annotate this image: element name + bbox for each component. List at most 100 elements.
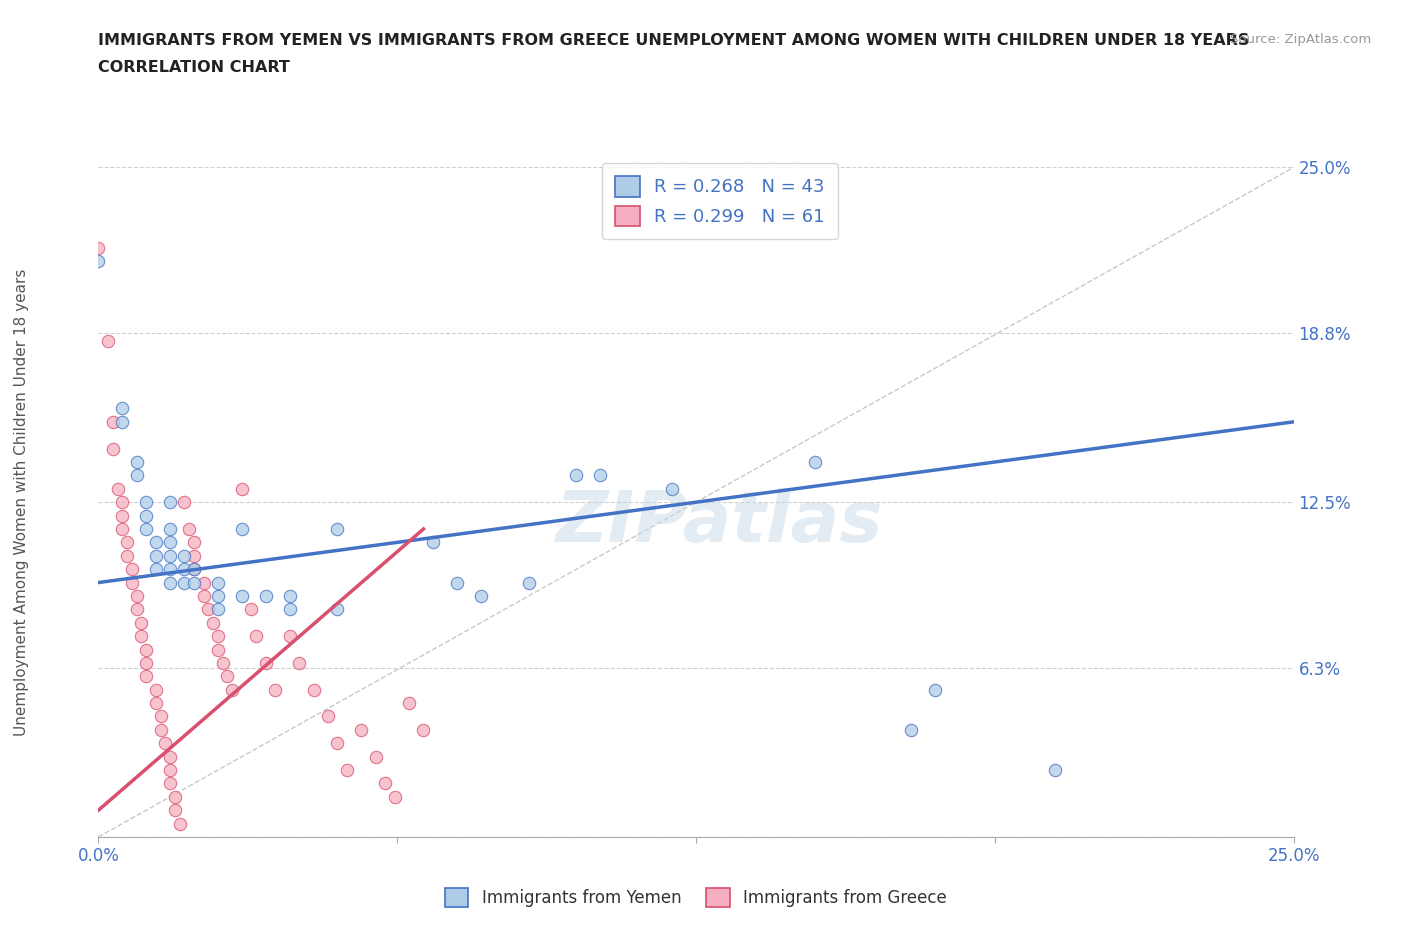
Point xyxy=(111,415,134,430)
Point xyxy=(278,629,301,644)
Point xyxy=(207,575,229,590)
Point xyxy=(422,535,444,550)
Point xyxy=(804,455,827,470)
Text: ZIPatlas: ZIPatlas xyxy=(557,488,883,557)
Point xyxy=(159,522,181,537)
Point xyxy=(183,575,205,590)
Point xyxy=(101,415,124,430)
Point xyxy=(384,790,406,804)
Point xyxy=(131,616,153,631)
Point xyxy=(125,455,148,470)
Point xyxy=(326,522,349,537)
Point xyxy=(302,683,325,698)
Point xyxy=(900,723,922,737)
Point xyxy=(125,602,148,617)
Point xyxy=(87,254,110,269)
Point xyxy=(135,669,157,684)
Point xyxy=(288,656,311,671)
Point xyxy=(145,562,167,577)
Point xyxy=(197,602,219,617)
Point xyxy=(163,790,186,804)
Point xyxy=(240,602,263,617)
Point xyxy=(254,589,277,604)
Point xyxy=(446,575,468,590)
Point xyxy=(374,776,396,790)
Point xyxy=(398,696,420,711)
Point xyxy=(211,656,233,671)
Point xyxy=(207,642,229,657)
Point xyxy=(149,709,172,724)
Point xyxy=(155,736,177,751)
Point xyxy=(326,736,349,751)
Point xyxy=(111,495,134,510)
Point xyxy=(179,522,201,537)
Point xyxy=(159,495,181,510)
Point xyxy=(125,589,148,604)
Point xyxy=(589,468,612,483)
Text: IMMIGRANTS FROM YEMEN VS IMMIGRANTS FROM GREECE UNEMPLOYMENT AMONG WOMEN WITH CH: IMMIGRANTS FROM YEMEN VS IMMIGRANTS FROM… xyxy=(98,33,1250,47)
Point xyxy=(173,562,195,577)
Point xyxy=(183,562,205,577)
Point xyxy=(111,522,134,537)
Point xyxy=(131,629,153,644)
Point xyxy=(173,549,195,564)
Point xyxy=(87,240,110,255)
Point xyxy=(97,334,120,349)
Point xyxy=(565,468,588,483)
Point xyxy=(149,723,172,737)
Point xyxy=(159,562,181,577)
Point xyxy=(125,468,148,483)
Point xyxy=(111,401,134,416)
Point xyxy=(159,776,181,790)
Point xyxy=(115,549,138,564)
Point xyxy=(135,642,157,657)
Point xyxy=(173,575,195,590)
Point xyxy=(107,482,129,497)
Point xyxy=(159,763,181,777)
Point xyxy=(163,803,186,817)
Point xyxy=(193,589,215,604)
Point xyxy=(183,535,205,550)
Point xyxy=(316,709,339,724)
Point xyxy=(183,549,205,564)
Point xyxy=(135,508,157,523)
Point xyxy=(135,495,157,510)
Point xyxy=(145,696,167,711)
Point xyxy=(145,535,167,550)
Point xyxy=(159,750,181,764)
Point xyxy=(217,669,239,684)
Point xyxy=(924,683,946,698)
Point xyxy=(193,575,215,590)
Point xyxy=(159,549,181,564)
Point xyxy=(135,656,157,671)
Text: Source: ZipAtlas.com: Source: ZipAtlas.com xyxy=(1230,33,1371,46)
Point xyxy=(207,602,229,617)
Point xyxy=(121,562,143,577)
Point xyxy=(245,629,267,644)
Text: CORRELATION CHART: CORRELATION CHART xyxy=(98,60,290,75)
Point xyxy=(231,522,253,537)
Point xyxy=(121,575,143,590)
Point xyxy=(202,616,225,631)
Point xyxy=(135,522,157,537)
Point xyxy=(115,535,138,550)
Point xyxy=(111,508,134,523)
Point xyxy=(336,763,359,777)
Point xyxy=(254,656,277,671)
Point xyxy=(350,723,373,737)
Point xyxy=(231,482,253,497)
Point xyxy=(661,482,683,497)
Point xyxy=(278,589,301,604)
Point xyxy=(264,683,287,698)
Point xyxy=(159,575,181,590)
Point xyxy=(145,683,167,698)
Legend: Immigrants from Yemen, Immigrants from Greece: Immigrants from Yemen, Immigrants from G… xyxy=(437,880,955,916)
Point xyxy=(207,629,229,644)
Point xyxy=(221,683,243,698)
Point xyxy=(173,495,195,510)
Point xyxy=(207,589,229,604)
Text: Unemployment Among Women with Children Under 18 years: Unemployment Among Women with Children U… xyxy=(14,269,28,736)
Point xyxy=(364,750,387,764)
Point xyxy=(145,549,167,564)
Point xyxy=(159,535,181,550)
